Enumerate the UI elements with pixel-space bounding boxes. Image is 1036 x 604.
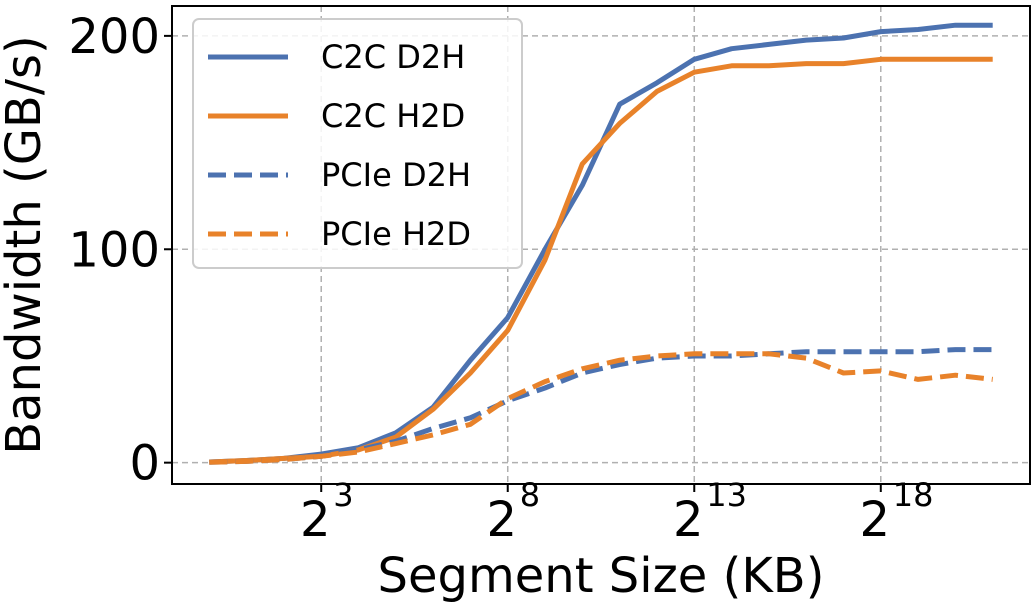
legend-label: C2C H2D [321, 97, 465, 135]
legend-label: PCIe H2D [321, 215, 471, 253]
x-tick-label: 2 [486, 492, 517, 548]
legend-box [192, 18, 523, 269]
y-axis-title: Bandwidth (GB/s) [0, 35, 52, 455]
x-tick-label: 2 [300, 492, 331, 548]
x-tick-exponent: 8 [520, 476, 540, 514]
plot-frame [171, 5, 1031, 485]
x-tick-label: 2 [860, 492, 891, 548]
series-line [209, 347, 993, 465]
legend-label: C2C D2H [321, 38, 465, 76]
legend: C2C D2H C2C H2D PCIe D2H PCIe H2D [192, 18, 523, 269]
x-axis-title: Segment Size (KB) [378, 548, 825, 604]
series-lines [209, 22, 993, 465]
x-tick-exponent: 18 [893, 476, 934, 514]
y-tick-label: 0 [129, 436, 160, 492]
x-tick-exponent: 3 [333, 476, 353, 514]
legend-label: PCIe D2H [321, 156, 471, 194]
x-tick-exponent: 13 [706, 476, 747, 514]
y-tick-label: 100 [68, 222, 160, 278]
y-tick-label: 200 [68, 9, 160, 65]
x-tick-label: 2 [673, 492, 704, 548]
series-line [209, 351, 993, 465]
